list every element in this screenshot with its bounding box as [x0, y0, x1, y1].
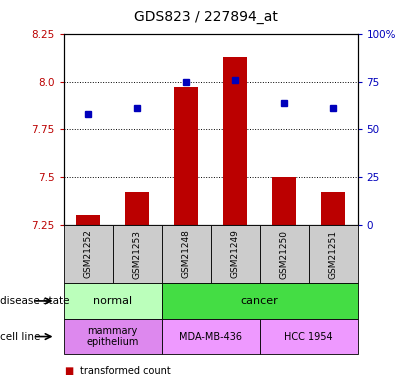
Text: cancer: cancer	[241, 296, 279, 306]
Bar	[321, 192, 345, 225]
Text: ■: ■	[64, 366, 73, 375]
Text: GSM21249: GSM21249	[231, 230, 240, 279]
Bar	[272, 177, 296, 225]
Text: GSM21251: GSM21251	[328, 230, 337, 279]
Text: HCC 1954: HCC 1954	[284, 332, 333, 342]
Text: normal: normal	[93, 296, 132, 306]
Text: disease state: disease state	[0, 296, 69, 306]
Text: GSM21253: GSM21253	[133, 230, 142, 279]
Bar	[76, 215, 100, 225]
Text: MDA-MB-436: MDA-MB-436	[179, 332, 242, 342]
Text: cell line: cell line	[0, 332, 40, 342]
Text: GSM21252: GSM21252	[84, 230, 93, 279]
Bar	[223, 57, 247, 225]
Text: GDS823 / 227894_at: GDS823 / 227894_at	[134, 10, 277, 24]
Bar	[125, 192, 150, 225]
Text: mammary
epithelium: mammary epithelium	[86, 326, 139, 347]
Text: GSM21248: GSM21248	[182, 230, 191, 279]
Text: transformed count: transformed count	[80, 366, 171, 375]
Bar	[174, 87, 199, 225]
Text: GSM21250: GSM21250	[279, 230, 289, 279]
